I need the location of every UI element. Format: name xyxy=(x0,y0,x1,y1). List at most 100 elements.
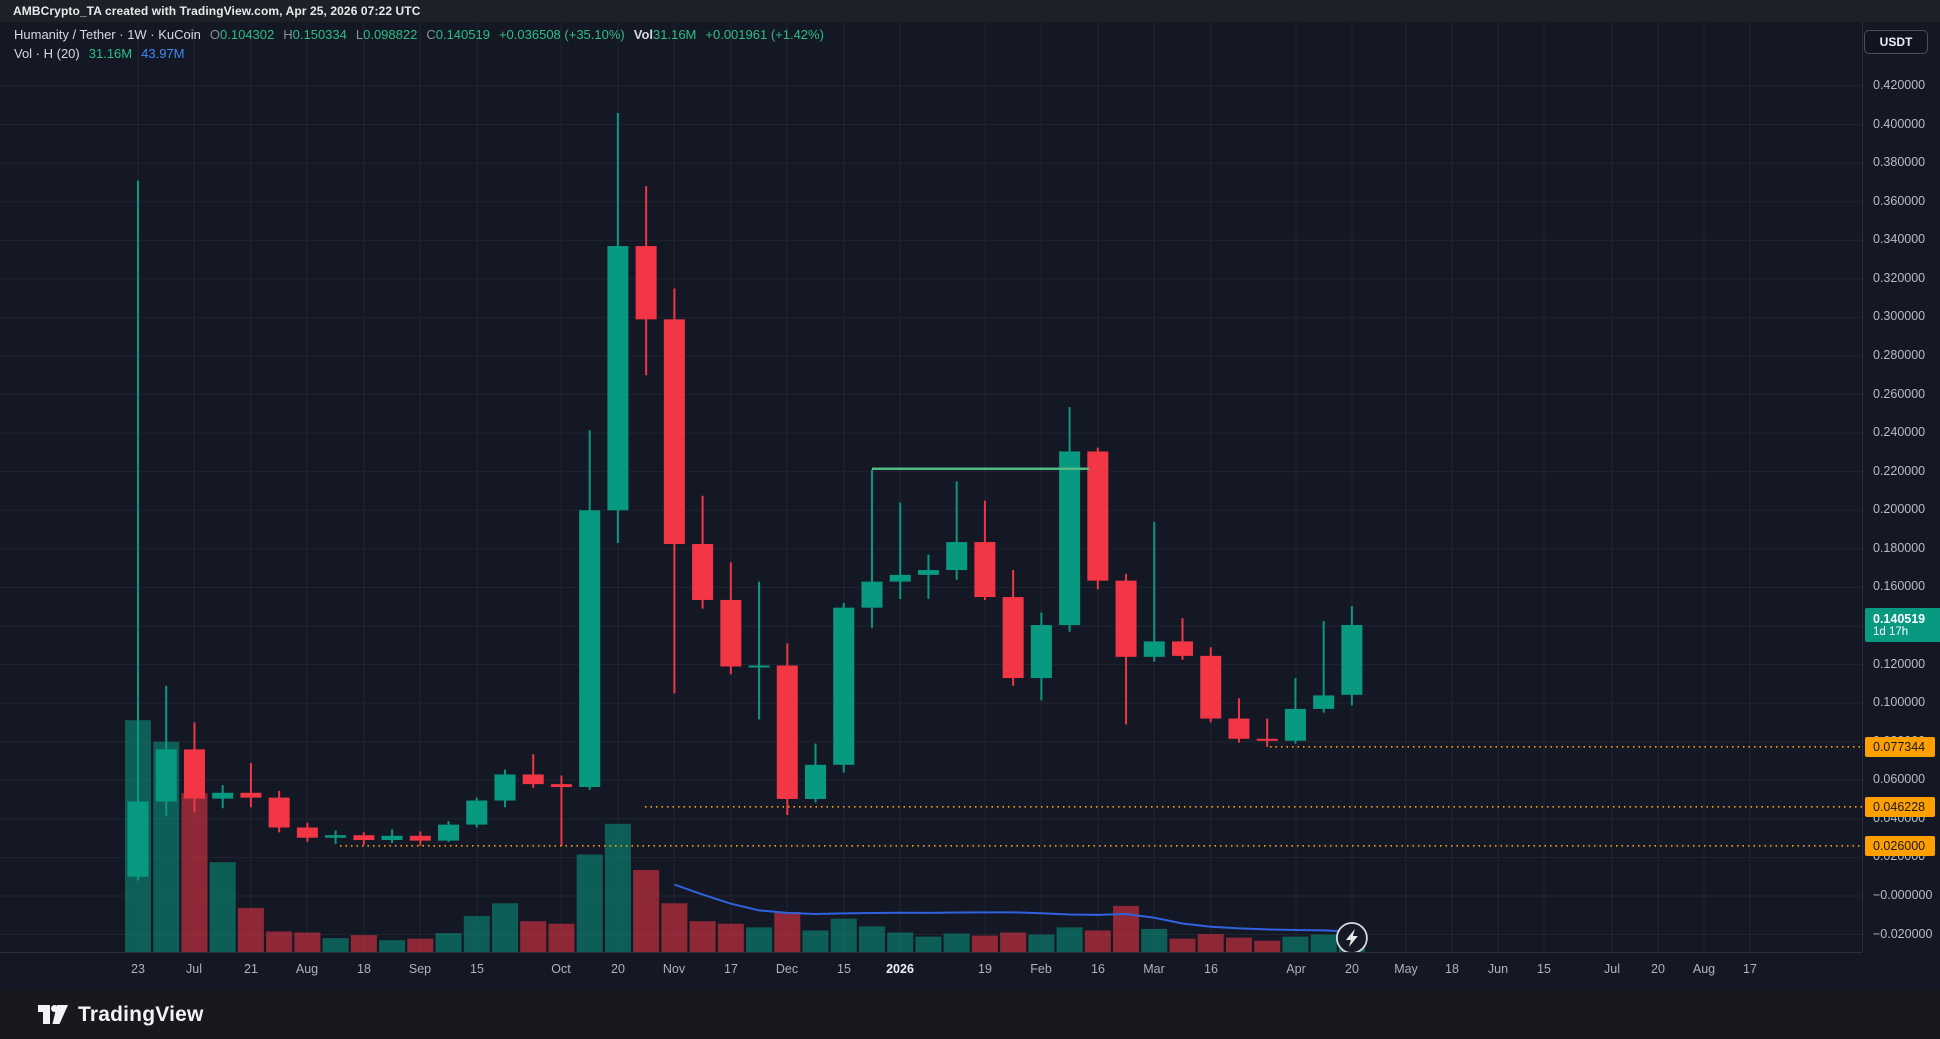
candle-body[interactable] xyxy=(268,797,290,828)
volume-bar[interactable] xyxy=(774,912,801,952)
legend-row-symbol[interactable]: Humanity / Tether · 1W · KuCoin O0.10430… xyxy=(14,27,824,42)
legend-row-volume-study[interactable]: Vol · H (20) 31.16M 43.97M xyxy=(14,46,824,61)
volume-bar[interactable] xyxy=(1084,930,1111,952)
candle-body[interactable] xyxy=(579,510,601,788)
candle-body[interactable] xyxy=(1200,655,1222,719)
volume-bar[interactable] xyxy=(661,903,688,952)
currency-toggle-button[interactable]: USDT xyxy=(1864,30,1928,54)
volume-bar[interactable] xyxy=(379,940,406,952)
candle-body[interactable] xyxy=(466,800,488,825)
candle-body[interactable] xyxy=(946,542,968,571)
volume-bar[interactable] xyxy=(887,932,914,952)
volume-bar[interactable] xyxy=(943,933,970,952)
volume-bar[interactable] xyxy=(548,923,575,952)
volume-bar[interactable] xyxy=(350,935,377,952)
volume-bar[interactable] xyxy=(1000,932,1027,952)
price-level-badge[interactable]: 0.077344 xyxy=(1865,736,1935,757)
candle-body[interactable] xyxy=(917,570,939,575)
candle-body[interactable] xyxy=(748,665,770,668)
candle-body[interactable] xyxy=(438,824,460,841)
time-axis[interactable]: 23 Jul 21 Aug 18 Sep 15 Oct 20 Nov 17 Dec 15 2026 19 Fe… xyxy=(0,952,1862,990)
volume-bar[interactable] xyxy=(1141,928,1168,952)
volume-bar[interactable] xyxy=(322,938,349,952)
volume-bar[interactable] xyxy=(266,931,293,952)
volume-bar[interactable] xyxy=(830,918,857,952)
candle-body[interactable] xyxy=(1256,738,1278,741)
lightning-icon[interactable] xyxy=(1345,929,1358,947)
candle-body[interactable] xyxy=(127,801,149,877)
candle-body[interactable] xyxy=(833,607,855,765)
volume-bar[interactable] xyxy=(746,927,773,952)
volume-ma-line[interactable] xyxy=(674,883,1352,933)
price-chart-canvas[interactable] xyxy=(0,22,1862,952)
candle-body[interactable] xyxy=(240,792,262,798)
tradingview-brand-text[interactable]: TradingView xyxy=(78,1002,204,1026)
candle-body[interactable] xyxy=(296,827,318,838)
volume-bar[interactable] xyxy=(971,935,998,952)
tradingview-logo-icon[interactable] xyxy=(38,1002,68,1027)
volume-bar[interactable] xyxy=(491,903,518,952)
candle-body[interactable] xyxy=(607,246,629,511)
candle-body[interactable] xyxy=(1228,718,1250,739)
volume-bar[interactable] xyxy=(1225,937,1252,952)
candle-body[interactable] xyxy=(1172,641,1194,656)
candle-body[interactable] xyxy=(974,542,996,598)
price-level-badge[interactable]: 0.026000 xyxy=(1865,835,1935,856)
candle-body[interactable] xyxy=(155,749,177,802)
candle-body[interactable] xyxy=(1341,624,1363,695)
candle-body[interactable] xyxy=(1030,625,1052,679)
volume-bar[interactable] xyxy=(1113,905,1140,952)
volume-bar[interactable] xyxy=(576,854,603,952)
volume-bar[interactable] xyxy=(802,930,829,952)
candle-body[interactable] xyxy=(720,599,742,667)
candle-body[interactable] xyxy=(663,319,685,545)
candle-body[interactable] xyxy=(1143,641,1165,657)
candle-body[interactable] xyxy=(325,835,347,838)
volume-bar[interactable] xyxy=(1028,934,1055,952)
volume-bar[interactable] xyxy=(1282,936,1309,952)
last-price-badge[interactable]: 0.140519 1d 17h xyxy=(1865,607,1940,642)
candle-body[interactable] xyxy=(1284,708,1306,741)
candle-body[interactable] xyxy=(1059,451,1081,626)
candle-body[interactable] xyxy=(409,835,431,841)
candle-body[interactable] xyxy=(494,774,516,801)
volume-bar[interactable] xyxy=(435,933,462,952)
candle-body[interactable] xyxy=(381,835,403,841)
volume-bar[interactable] xyxy=(1197,934,1224,952)
volume-bar[interactable] xyxy=(520,921,547,952)
volume-bar[interactable] xyxy=(717,923,744,952)
volume-bar[interactable] xyxy=(1169,938,1196,952)
volume-bar[interactable] xyxy=(294,932,321,952)
volume-study-label[interactable]: Vol · H (20) xyxy=(14,46,80,61)
candle-body[interactable] xyxy=(183,749,205,799)
symbol-title[interactable]: Humanity / Tether · 1W · KuCoin xyxy=(14,27,201,42)
candle-body[interactable] xyxy=(1087,451,1109,581)
chart-legend[interactable]: Humanity / Tether · 1W · KuCoin O0.10430… xyxy=(14,27,824,65)
candle-body[interactable] xyxy=(353,835,375,841)
volume-bar[interactable] xyxy=(633,869,660,952)
candle-body[interactable] xyxy=(1002,597,1024,679)
volume-bar[interactable] xyxy=(689,921,716,952)
candle-body[interactable] xyxy=(776,665,798,799)
volume-bar[interactable] xyxy=(209,862,236,952)
volume-bar[interactable] xyxy=(858,926,885,952)
candle-body[interactable] xyxy=(889,574,911,582)
candle-body[interactable] xyxy=(692,544,714,600)
candle-body[interactable] xyxy=(635,246,657,320)
price-level-badge[interactable]: 0.046228 xyxy=(1865,796,1935,817)
volume-bar[interactable] xyxy=(1056,927,1083,952)
volume-bar[interactable] xyxy=(463,916,490,952)
volume-bar[interactable] xyxy=(915,936,942,952)
volume-bar[interactable] xyxy=(181,793,208,952)
price-axis[interactable]: 0.420000 0.400000 0.380000 0.360000 0.340000… xyxy=(1862,22,1940,952)
candle-body[interactable] xyxy=(550,784,572,788)
volume-bar[interactable] xyxy=(604,823,631,952)
volume-bar[interactable] xyxy=(1254,940,1281,952)
volume-bar[interactable] xyxy=(407,938,434,952)
volume-bar[interactable] xyxy=(1310,934,1337,952)
volume-bar[interactable] xyxy=(237,907,264,952)
candle-body[interactable] xyxy=(861,581,883,608)
candle-body[interactable] xyxy=(1313,695,1335,709)
candle-body[interactable] xyxy=(212,792,234,799)
candle-body[interactable] xyxy=(805,764,827,799)
